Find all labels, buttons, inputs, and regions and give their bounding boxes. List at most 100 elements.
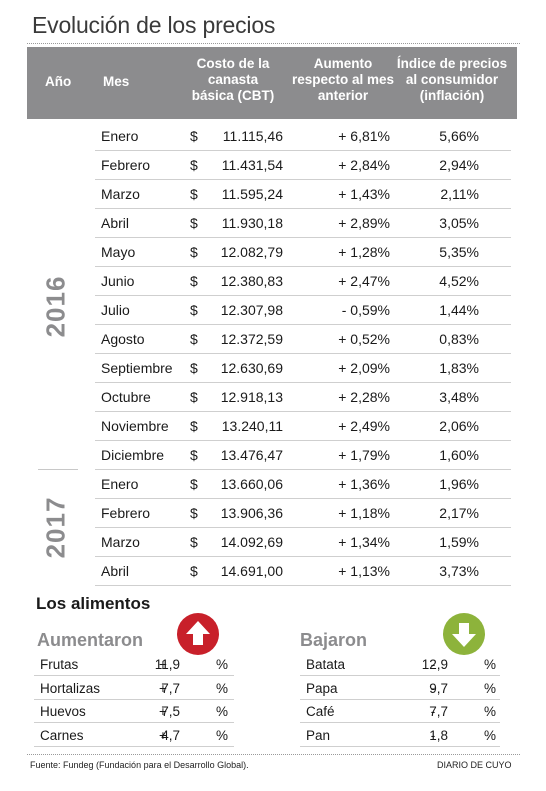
food-value: 7,7 <box>161 680 180 696</box>
cell-indice: 5,35% <box>439 244 479 260</box>
cell-costo: 12.372,59 <box>220 331 283 347</box>
table-row: Abril $11.930,18 + 2,89% 3,05% <box>95 209 511 238</box>
cell-indice: 2,11% <box>440 186 479 202</box>
cell-aumento: + 1,34% <box>338 534 390 550</box>
food-value: 7,5 <box>161 704 180 719</box>
cell-costo: 14.092,69 <box>220 534 283 550</box>
cell-aumento: + 2,09% <box>338 360 390 376</box>
cell-aumento: + 1,13% <box>338 563 390 579</box>
cell-indice: 5,66% <box>439 128 479 144</box>
cell-mes: Febrero <box>101 505 151 521</box>
arrow-up-icon <box>177 613 219 655</box>
cell-mes: Septiembre <box>101 360 173 376</box>
table-row: Octubre $12.918,13 + 2,28% 3,48% <box>95 383 511 412</box>
food-unit: % <box>216 657 229 672</box>
food-unit: % <box>216 727 229 743</box>
publication-brand: DIARIO DE CUYO <box>437 760 512 770</box>
cell-mes: Abril <box>101 563 130 579</box>
food-unit: % <box>484 680 497 696</box>
header-aumento: Aumento respecto al mes anterior <box>291 56 395 103</box>
cell-aumento: + 2,47% <box>338 273 390 289</box>
header-costo: Costo de la canasta básica (CBT) <box>191 56 275 103</box>
cell-currency: $ <box>190 331 198 347</box>
cell-costo: 13.906,36 <box>220 505 283 521</box>
cell-mes: Enero <box>101 476 139 492</box>
cell-mes: Noviembre <box>101 418 169 434</box>
cell-costo: 11.595,24 <box>221 186 283 202</box>
table-row: Diciembre $13.476,47 + 1,79% 1,60% <box>95 441 511 470</box>
cell-currency: $ <box>190 186 198 202</box>
cell-costo: 11.431,54 <box>221 157 283 173</box>
cell-costo: 11.930,18 <box>221 215 283 231</box>
food-sign: - <box>430 680 436 696</box>
cell-mes: Octubre <box>101 389 151 405</box>
food-sign: + <box>159 680 167 696</box>
food-value: 12,9 <box>421 657 448 672</box>
cell-currency: $ <box>190 389 198 405</box>
food-value: 9,7 <box>429 680 448 696</box>
cell-indice: 0,83% <box>439 331 479 347</box>
year-divider <box>38 469 78 470</box>
table-row: Enero $13.660,06 + 1,36% 1,96% <box>95 470 511 499</box>
cell-costo: 14.691,00 <box>220 563 283 579</box>
food-sign: + <box>159 704 167 719</box>
header-mes: Mes <box>103 74 130 89</box>
cell-costo: 12.918,13 <box>220 389 283 405</box>
cell-indice: 1,83% <box>439 360 479 376</box>
table-row: Marzo $14.092,69 + 1,34% 1,59% <box>95 528 511 557</box>
cell-currency: $ <box>190 418 198 434</box>
cell-costo: 12.307,98 <box>220 302 283 318</box>
table-row: Septiembre $12.630,69 + 2,09% 1,83% <box>95 354 511 383</box>
cell-aumento: + 0,52% <box>338 331 390 347</box>
cell-indice: 3,48% <box>439 389 479 405</box>
cell-aumento: + 2,49% <box>338 418 390 434</box>
cell-currency: $ <box>190 505 198 521</box>
food-row: Pan -1,8% <box>300 724 500 747</box>
food-value: 11,9 <box>154 657 180 672</box>
year-label-2016: 2016 <box>40 275 71 338</box>
cell-aumento: + 1,79% <box>338 447 390 463</box>
table-row: Enero $11.115,46 + 6,81% 5,66% <box>95 122 511 151</box>
food-unit: % <box>484 727 497 743</box>
table-row: Febrero $13.906,36 + 1,18% 2,17% <box>95 499 511 528</box>
food-row: Carnes +4,7% <box>34 724 234 747</box>
cell-aumento: + 1,18% <box>338 505 390 521</box>
cell-costo: 11.115,46 <box>222 128 283 144</box>
cell-mes: Febrero <box>101 157 151 173</box>
cell-currency: $ <box>190 157 198 173</box>
food-name: Hortalizas <box>40 680 101 696</box>
cell-currency: $ <box>190 534 198 550</box>
cell-indice: 1,59% <box>439 534 479 550</box>
cell-costo: 13.240,11 <box>221 418 283 434</box>
cell-indice: 2,06% <box>439 418 479 434</box>
food-sign: - <box>430 727 436 743</box>
year-label-2017: 2017 <box>40 496 71 559</box>
cell-costo: 12.082,79 <box>220 244 283 260</box>
cell-mes: Enero <box>101 128 139 144</box>
food-name: Frutas <box>40 657 79 672</box>
table-row: Marzo $11.595,24 + 1,43% 2,11% <box>95 180 511 209</box>
cell-currency: $ <box>190 128 198 144</box>
food-sign: + <box>159 657 167 672</box>
cell-mes: Marzo <box>101 534 140 550</box>
cell-indice: 3,73% <box>439 563 479 579</box>
food-row: Café -7,7% <box>300 700 500 723</box>
cell-indice: 2,94% <box>439 157 479 173</box>
food-unit: % <box>216 680 229 696</box>
cell-aumento: + 1,36% <box>338 476 390 492</box>
cell-costo: 12.380,83 <box>220 273 283 289</box>
cell-mes: Abril <box>101 215 130 231</box>
cell-currency: $ <box>190 447 198 463</box>
cell-indice: 3,05% <box>439 215 479 231</box>
food-name: Carnes <box>40 727 84 743</box>
table-row: Agosto $12.372,59 + 0,52% 0,83% <box>95 325 511 354</box>
food-name: Batata <box>306 657 346 672</box>
cell-costo: 13.476,47 <box>220 447 283 463</box>
cell-indice: 1,44% <box>439 302 479 318</box>
food-name: Café <box>306 704 335 719</box>
food-name: Huevos <box>40 704 86 719</box>
food-row: Batata -12,9% <box>300 653 500 676</box>
cell-currency: $ <box>190 244 198 260</box>
food-row: Huevos +7,5% <box>34 700 234 723</box>
table-row: Febrero $11.431,54 + 2,84% 2,94% <box>95 151 511 180</box>
